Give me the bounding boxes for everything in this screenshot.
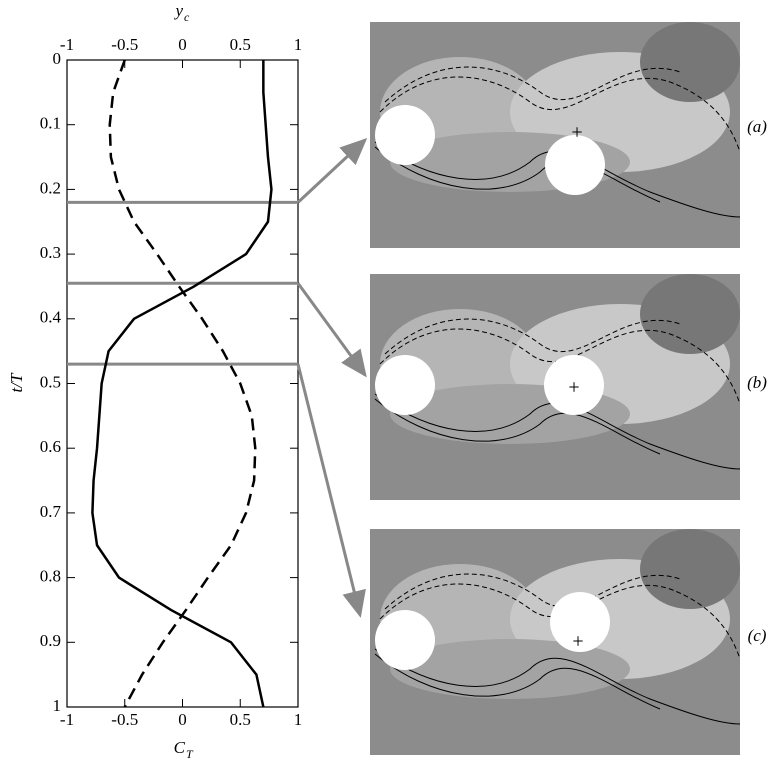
- svg-text:+: +: [572, 631, 583, 653]
- marker-arrow: [296, 282, 367, 378]
- y-tick-label: 0.5: [40, 372, 61, 391]
- x-tick-label: -1: [60, 710, 74, 729]
- panel-a: +: [369, 21, 741, 249]
- panel-label: (a): [747, 117, 767, 136]
- x-tick-label: -1: [60, 35, 74, 54]
- x-tick-label: 0: [178, 710, 187, 729]
- y-tick-label: 0.6: [40, 437, 61, 456]
- x-tick-label: 1: [294, 35, 303, 54]
- x-tick-label: -0.5: [111, 710, 138, 729]
- svg-text:+: +: [568, 377, 579, 399]
- x-tick-label: -0.5: [111, 35, 138, 54]
- y-tick-label: 0.1: [40, 114, 61, 133]
- x-tick-label: 0.5: [230, 710, 251, 729]
- x-label-bottom: C: [174, 738, 186, 757]
- marker-arrow: [296, 137, 368, 204]
- y-tick-label: 0.7: [40, 502, 62, 521]
- x-tick-label: 0: [178, 35, 187, 54]
- panel-c: +: [369, 528, 741, 756]
- panel-label: (b): [747, 373, 767, 392]
- y-tick-label: 0: [53, 49, 62, 68]
- panel-label: (c): [748, 626, 767, 645]
- y-tick-label: 0.9: [40, 631, 61, 650]
- series-line: [91, 60, 273, 708]
- panel-b: +: [369, 273, 741, 501]
- y-label: t/T: [7, 372, 26, 392]
- x-label-bottom-sub: T: [186, 747, 194, 761]
- y-tick-label: 0.4: [40, 308, 62, 327]
- y-tick-label: 0.8: [40, 567, 61, 586]
- marker-arrow: [296, 363, 366, 618]
- series-line: [108, 59, 257, 708]
- x-tick-label: 0.5: [230, 35, 251, 54]
- y-tick-label: 1: [53, 696, 62, 715]
- x-label-top: y: [173, 1, 183, 20]
- y-tick-label: 0.2: [40, 178, 61, 197]
- x-tick-label: 1: [294, 710, 303, 729]
- x-label-top-sub: c: [184, 10, 190, 24]
- svg-text:+: +: [571, 122, 582, 144]
- y-tick-label: 0.3: [40, 243, 61, 262]
